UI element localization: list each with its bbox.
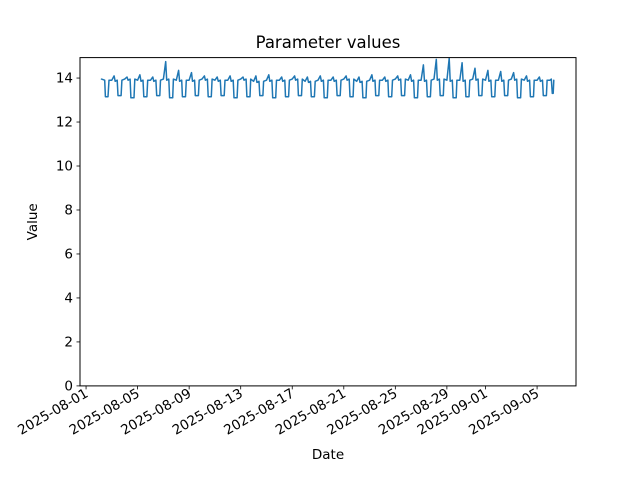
- y-tick-label: 0: [64, 378, 73, 394]
- series-line: [100, 57, 555, 99]
- y-tick-label: 2: [64, 334, 73, 350]
- y-axis-ticks: 0 2 4 6 8 10 12 14: [56, 71, 80, 394]
- y-tick-label: 6: [64, 246, 73, 262]
- y-tick-label: 4: [64, 290, 73, 306]
- y-axis-label: Value: [25, 203, 41, 240]
- y-tick-label: 10: [56, 159, 73, 175]
- y-tick-label: 14: [56, 71, 73, 87]
- y-tick-label: 12: [56, 115, 73, 131]
- x-axis-label: Date: [312, 447, 344, 463]
- y-tick-label: 8: [64, 202, 73, 218]
- plot-area: [79, 57, 577, 387]
- chart-title: Parameter values: [256, 33, 401, 52]
